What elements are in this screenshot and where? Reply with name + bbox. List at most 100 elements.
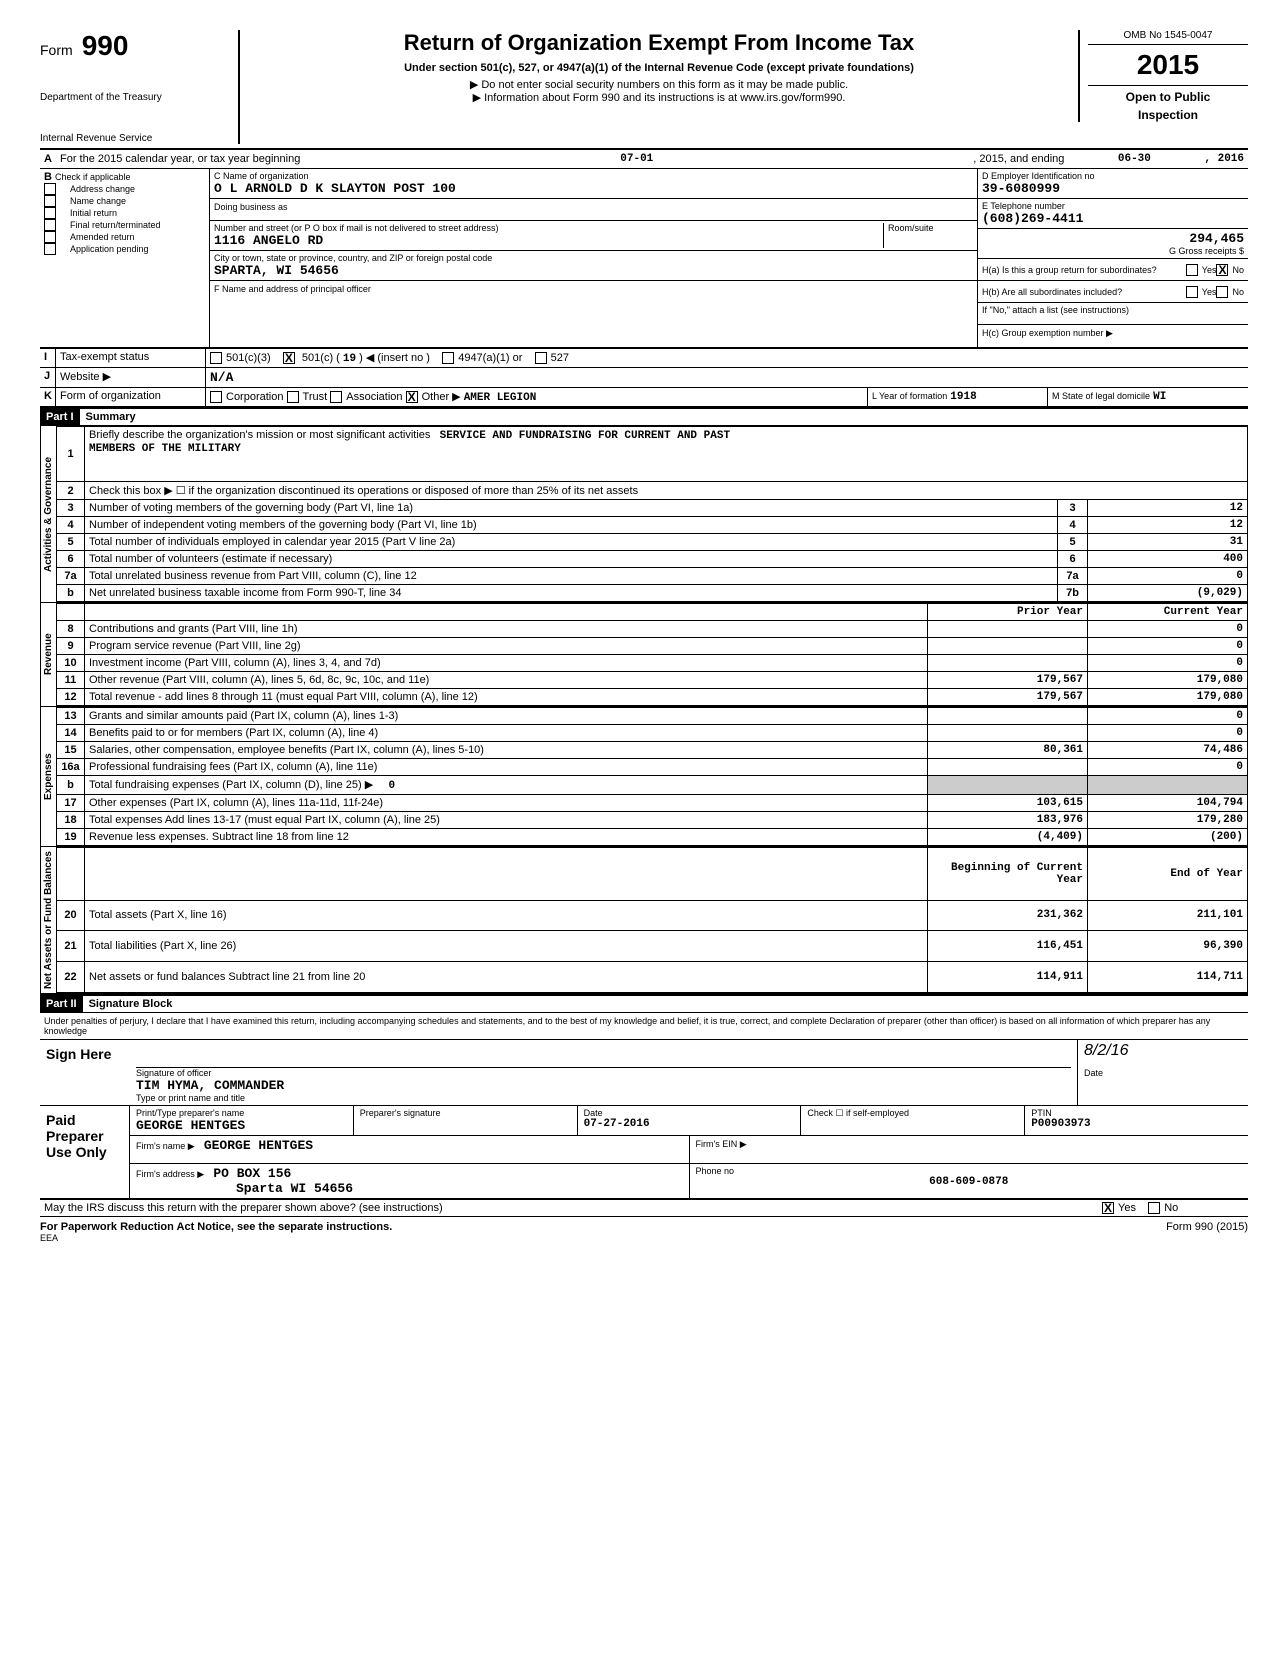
form-note-ssn: ▶ Do not enter social security numbers o… [250, 78, 1068, 91]
gov-table: 1 Briefly describe the organization's mi… [56, 426, 1248, 602]
line-k-letter: K [44, 390, 52, 402]
dba-label: Doing business as [214, 202, 288, 212]
header-right: OMB No 1545-0047 2015 Open to Public Ins… [1078, 30, 1248, 122]
part2-label: Part II [40, 996, 83, 1012]
col-b: B Check if applicable Address change Nam… [40, 169, 210, 347]
line-k: K Form of organization Corporation Trust… [40, 388, 1248, 408]
opt-501c3: 501(c)(3) [226, 352, 271, 364]
form-title: Return of Organization Exempt From Incom… [250, 30, 1068, 56]
part1-label: Part I [40, 409, 80, 425]
firm-name-label: Firm's name ▶ [136, 1141, 195, 1151]
form-990-page: Form 990 Department of the Treasury Inte… [40, 30, 1248, 1243]
chk-initial-return[interactable] [44, 207, 56, 219]
lbl-address-change: Address change [70, 184, 135, 194]
prep-sig-label: Preparer's signature [360, 1108, 571, 1118]
name-title-label: Type or print name and title [136, 1093, 1071, 1103]
chk-discuss-no[interactable] [1148, 1202, 1160, 1214]
q1-value: SERVICE AND FUNDRAISING FOR CURRENT AND … [440, 430, 730, 442]
prep-date-label: Date [584, 1108, 795, 1118]
line-i: I Tax-exempt status 501(c)(3) 501(c) ( 1… [40, 349, 1248, 368]
chk-501c[interactable] [283, 352, 295, 364]
firm-phone-value: 608-609-0878 [696, 1176, 1243, 1188]
chk-ha-no[interactable] [1216, 264, 1228, 276]
chk-ha-yes[interactable] [1186, 264, 1198, 276]
part2-title: Signature Block [83, 996, 179, 1012]
table-row: 20Total assets (Part X, line 16)231,3622… [57, 900, 1248, 931]
sign-date-value: 8/2/16 [1084, 1042, 1242, 1068]
ein-value: 39-6080999 [982, 181, 1244, 196]
col-de: D Employer Identification no 39-6080999 … [978, 169, 1248, 347]
entity-block: B Check if applicable Address change Nam… [40, 169, 1248, 349]
other-value: AMER LEGION [464, 392, 537, 404]
chk-address-change[interactable] [44, 183, 56, 195]
chk-assoc[interactable] [330, 391, 342, 403]
chk-trust[interactable] [287, 391, 299, 403]
paid-preparer-block: Paid Preparer Use Only Print/Type prepar… [40, 1106, 1248, 1200]
header-left: Form 990 Department of the Treasury Inte… [40, 30, 240, 144]
hb-no: No [1232, 287, 1244, 297]
table-row: 14Benefits paid to or for members (Part … [57, 725, 1248, 742]
footer-eea: EEA [40, 1233, 1248, 1243]
table-row: 3Number of voting members of the governi… [57, 500, 1248, 517]
table-row: 7aTotal unrelated business revenue from … [57, 568, 1248, 585]
table-row: 15Salaries, other compensation, employee… [57, 742, 1248, 759]
chk-discuss-yes[interactable] [1102, 1202, 1114, 1214]
col-c: C Name of organization O L ARNOLD D K SL… [210, 169, 978, 347]
line-a-label: For the 2015 calendar year, or tax year … [60, 153, 300, 165]
chk-hb-no[interactable] [1216, 286, 1228, 298]
chk-name-change[interactable] [44, 195, 56, 207]
table-row: 5Total number of individuals employed in… [57, 534, 1248, 551]
firm-name-value: GEORGE HENTGES [204, 1138, 313, 1153]
chk-4947[interactable] [442, 352, 454, 364]
opt-trust: Trust [303, 391, 328, 403]
open-public-1: Open to Public [1088, 86, 1248, 104]
hb-note: If "No," attach a list (see instructions… [978, 303, 1248, 325]
rev-table: Prior Year Current Year 8Contributions a… [56, 603, 1248, 706]
sign-here-row: Sign Here Signature of officer TIM HYMA,… [40, 1040, 1248, 1106]
col-end: End of Year [1088, 848, 1248, 901]
chk-501c3[interactable] [210, 352, 222, 364]
org-name-label: C Name of organization [214, 171, 973, 181]
sign-date-label: Date [1084, 1068, 1242, 1078]
lbl-final-return: Final return/terminated [70, 220, 161, 230]
tax-year-end2: , 2016 [1204, 153, 1244, 165]
opt-assoc: Association [346, 391, 402, 403]
opt-corp: Corporation [226, 391, 283, 403]
chk-corp[interactable] [210, 391, 222, 403]
chk-527[interactable] [535, 352, 547, 364]
chk-other[interactable] [406, 391, 418, 403]
form-subtitle: Under section 501(c), 527, or 4947(a)(1)… [250, 62, 1068, 74]
ha-label: H(a) Is this a group return for subordin… [982, 265, 1186, 275]
firm-addr-1: PO BOX 156 [213, 1166, 291, 1181]
ha-yes: Yes [1202, 265, 1217, 275]
city-value: SPARTA, WI 54656 [214, 263, 973, 278]
chk-hb-yes[interactable] [1186, 286, 1198, 298]
firm-ein-label: Firm's EIN ▶ [696, 1139, 747, 1149]
footer-right: Form 990 (2015) [1166, 1221, 1248, 1233]
officer-name-title: TIM HYMA, COMMANDER [136, 1078, 1071, 1093]
org-name: O L ARNOLD D K SLAYTON POST 100 [214, 181, 973, 196]
discuss-no: No [1164, 1202, 1178, 1214]
sig-officer-label: Signature of officer [136, 1068, 1071, 1078]
ptin-value: P00903973 [1031, 1118, 1242, 1130]
q1-value2: MEMBERS OF THE MILITARY [89, 443, 241, 455]
gross-receipts-value: 294,465 [982, 231, 1244, 246]
opt-4947: 4947(a)(1) or [458, 352, 522, 364]
chk-app-pending[interactable] [44, 243, 56, 255]
prep-date-value: 07-27-2016 [584, 1118, 795, 1130]
side-label-exp: Expenses [40, 707, 56, 846]
chk-amended[interactable] [44, 231, 56, 243]
table-row: 6Total number of volunteers (estimate if… [57, 551, 1248, 568]
street-label: Number and street (or P O box if mail is… [214, 223, 883, 233]
net-table: Beginning of Current Year End of Year 20… [56, 847, 1248, 993]
footer-left: For Paperwork Reduction Act Notice, see … [40, 1221, 392, 1233]
domicile-label: M State of legal domicile [1052, 391, 1150, 401]
col-prior: Prior Year [928, 604, 1088, 621]
hc-label: H(c) Group exemption number ▶ [982, 328, 1113, 338]
line-j: J Website ▶ N/A [40, 368, 1248, 388]
prep-name-value: GEORGE HENTGES [136, 1118, 347, 1133]
discuss-text: May the IRS discuss this return with the… [40, 1200, 1098, 1216]
table-row: bTotal fundraising expenses (Part IX, co… [57, 776, 1248, 795]
firm-addr-2: Sparta WI 54656 [236, 1181, 353, 1196]
chk-final-return[interactable] [44, 219, 56, 231]
